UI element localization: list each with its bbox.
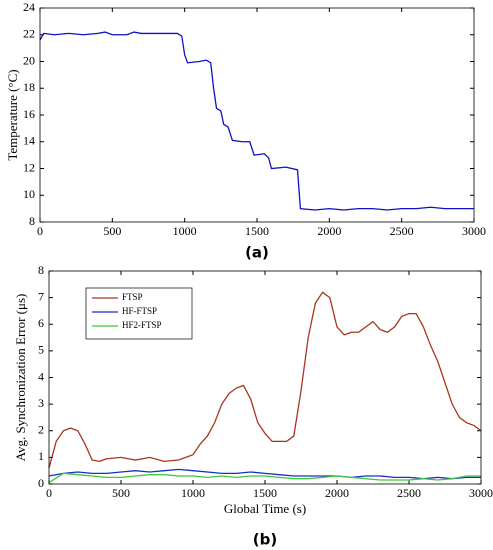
y-tick-label: 6 [38, 316, 44, 330]
y-axis-label: Avg. Synchronization Error (μs) [13, 294, 28, 462]
legend-label: FTSP [122, 292, 143, 302]
x-tick-label: 500 [103, 224, 121, 238]
x-tick-label: 2500 [390, 224, 414, 238]
x-tick-label: 1000 [181, 486, 205, 500]
x-tick-label: 0 [37, 224, 43, 238]
legend-label: HF2-FTSP [122, 320, 162, 330]
data-line [48, 472, 481, 484]
legend-label: HF-FTSP [122, 306, 157, 316]
caption: (a) [245, 244, 269, 262]
y-tick-label: 12 [23, 160, 35, 174]
y-tick-label: 1 [38, 449, 44, 463]
y-tick-label: 5 [38, 343, 44, 357]
x-tick-label: 2500 [397, 486, 421, 500]
y-axis-label: Temperature (°C) [5, 69, 20, 160]
x-axis-label: Global Time (s) [224, 501, 306, 516]
plot-frame [48, 270, 482, 485]
y-tick-label: 22 [23, 27, 35, 41]
y-tick-label: 7 [38, 289, 44, 303]
x-tick-label: 2000 [317, 224, 341, 238]
data-line [48, 291, 482, 469]
y-tick-label: 16 [23, 107, 35, 121]
x-tick-label: 500 [112, 486, 130, 500]
y-tick-label: 8 [38, 263, 44, 277]
x-tick-label: 3000 [462, 224, 486, 238]
y-tick-label: 0 [38, 476, 44, 490]
y-tick-label: 10 [23, 187, 35, 201]
y-tick-label: 2 [38, 423, 44, 437]
caption: (b) [253, 531, 277, 549]
data-line [39, 31, 474, 211]
x-tick-label: 1500 [253, 486, 277, 500]
y-tick-label: 20 [23, 53, 35, 67]
x-tick-label: 2000 [325, 486, 349, 500]
y-tick-label: 4 [38, 369, 44, 383]
x-tick-label: 0 [46, 486, 52, 500]
x-tick-label: 3000 [469, 486, 493, 500]
x-tick-label: 1000 [173, 224, 197, 238]
y-tick-label: 3 [38, 396, 44, 410]
legend-box [85, 287, 193, 340]
data-line [48, 468, 481, 480]
x-tick-label: 1500 [245, 224, 269, 238]
y-tick-label: 14 [23, 134, 35, 148]
y-tick-label: 18 [23, 80, 35, 94]
plot-frame [39, 7, 475, 223]
y-tick-label: 8 [29, 214, 35, 228]
y-tick-label: 24 [23, 0, 35, 14]
